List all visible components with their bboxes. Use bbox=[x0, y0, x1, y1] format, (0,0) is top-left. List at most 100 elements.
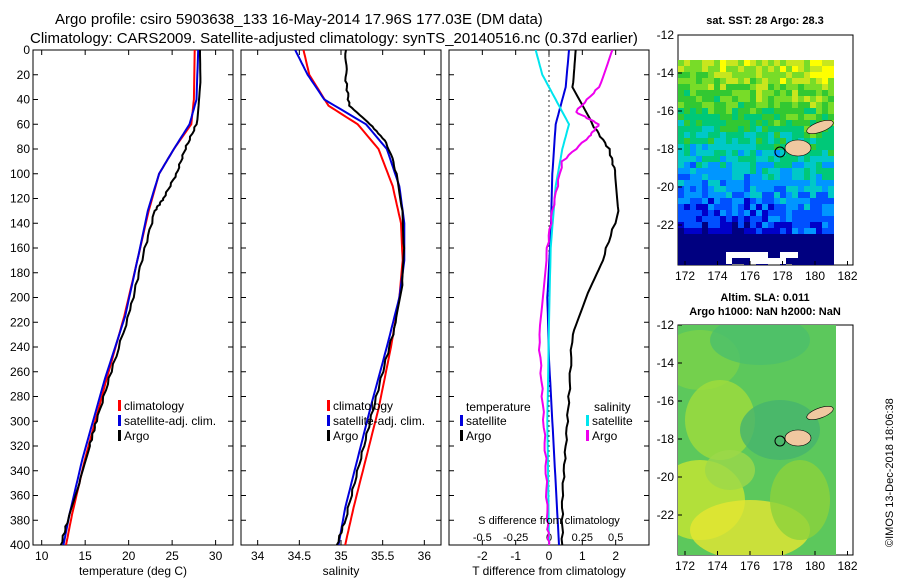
imos-watermark: ©IMOS 13-Dec-2018 18:06:38 bbox=[884, 398, 896, 547]
sst-cell bbox=[774, 192, 780, 198]
sst-cell bbox=[780, 132, 786, 138]
sst-cell bbox=[708, 78, 714, 84]
sst-cell bbox=[756, 222, 762, 228]
x-tick-label: 25 bbox=[165, 549, 179, 563]
sst-cell bbox=[696, 264, 702, 265]
sst-cell bbox=[678, 66, 684, 72]
sst-cell bbox=[702, 72, 708, 78]
sst-cell bbox=[708, 174, 714, 180]
sst-cell bbox=[786, 78, 792, 84]
sst-cell bbox=[756, 210, 762, 216]
sst-cell bbox=[762, 246, 768, 252]
sst-cell bbox=[714, 102, 720, 108]
sst-cell bbox=[690, 102, 696, 108]
sst-cell bbox=[828, 222, 834, 228]
legend-label-satellite: satellite-adj. clim. bbox=[124, 414, 216, 428]
map-x-tick-label: 178 bbox=[772, 269, 792, 283]
sst-cell bbox=[714, 132, 720, 138]
sst-cell bbox=[696, 114, 702, 120]
sst-cell bbox=[792, 210, 798, 216]
sst-cell bbox=[720, 222, 726, 228]
sst-cell bbox=[708, 126, 714, 132]
sst-cell bbox=[732, 114, 738, 120]
sst-cell bbox=[726, 126, 732, 132]
sst-cell bbox=[732, 102, 738, 108]
sst-cell bbox=[792, 156, 798, 162]
sst-cell bbox=[786, 156, 792, 162]
sst-cell bbox=[720, 216, 726, 222]
sst-cell bbox=[750, 138, 756, 144]
sst-cell bbox=[702, 234, 708, 240]
sst-cell bbox=[756, 204, 762, 210]
sst-cell bbox=[768, 180, 774, 186]
sst-cell bbox=[828, 228, 834, 234]
sst-cell bbox=[732, 60, 738, 66]
sst-cell bbox=[762, 198, 768, 204]
sst-cell bbox=[696, 276, 702, 282]
sst-cell bbox=[816, 132, 822, 138]
sst-cell bbox=[774, 252, 780, 258]
difference-series bbox=[534, 50, 620, 545]
sst-cell bbox=[762, 276, 768, 282]
sst-cell bbox=[822, 66, 828, 72]
temperature-series bbox=[59, 50, 202, 545]
sst-cell bbox=[756, 96, 762, 102]
sst-cell bbox=[822, 198, 828, 204]
sst-cell bbox=[720, 168, 726, 174]
sst-cell bbox=[744, 240, 750, 246]
sst-cell bbox=[684, 138, 690, 144]
temperature-legend: climatology satellite-adj. clim. Argo bbox=[118, 399, 216, 443]
sst-cell bbox=[786, 66, 792, 72]
sst-cell bbox=[750, 216, 756, 222]
sst-cell bbox=[684, 156, 690, 162]
sst-cell bbox=[822, 258, 828, 264]
sst-cell bbox=[786, 96, 792, 102]
sst-cell bbox=[726, 240, 732, 246]
sst-cell bbox=[774, 96, 780, 102]
x-tick-label: 36 bbox=[418, 549, 432, 563]
sst-cell bbox=[696, 192, 702, 198]
sst-cell bbox=[684, 90, 690, 96]
sst-cell bbox=[774, 60, 780, 66]
sst-cell bbox=[726, 264, 732, 265]
sst-cell bbox=[720, 150, 726, 156]
sst-cell bbox=[768, 240, 774, 246]
sst-cell bbox=[786, 132, 792, 138]
sst-cell bbox=[774, 108, 780, 114]
sst-cell bbox=[792, 108, 798, 114]
sst-cell bbox=[756, 66, 762, 72]
sst-cell bbox=[810, 210, 816, 216]
sst-cell bbox=[828, 276, 834, 282]
sst-cell bbox=[804, 162, 810, 168]
sst-cell bbox=[828, 210, 834, 216]
sst-cell bbox=[798, 162, 804, 168]
sst-cell bbox=[768, 132, 774, 138]
sst-cell bbox=[708, 144, 714, 150]
sst-cell bbox=[810, 156, 816, 162]
sst-cell bbox=[696, 258, 702, 264]
sst-cell bbox=[714, 126, 720, 132]
sst-cell bbox=[786, 90, 792, 96]
sst-cell bbox=[798, 174, 804, 180]
sst-cell bbox=[702, 264, 708, 265]
sst-cell bbox=[684, 132, 690, 138]
sst-cell bbox=[780, 102, 786, 108]
sst-cell bbox=[762, 210, 768, 216]
sst-cell bbox=[786, 108, 792, 114]
sst-cell bbox=[822, 72, 828, 78]
sst-cell bbox=[726, 204, 732, 210]
sst-cell bbox=[792, 192, 798, 198]
sst-cell bbox=[750, 210, 756, 216]
sst-cell bbox=[732, 168, 738, 174]
sst-cell bbox=[792, 282, 798, 288]
sst-cell bbox=[756, 240, 762, 246]
y-tick-label: 80 bbox=[17, 142, 31, 156]
sst-cell bbox=[780, 96, 786, 102]
sst-cell bbox=[810, 72, 816, 78]
sst-cell bbox=[726, 66, 732, 72]
sst-cell bbox=[798, 240, 804, 246]
sst-cell bbox=[696, 72, 702, 78]
y-tick-label: 60 bbox=[17, 117, 31, 131]
sst-cell bbox=[702, 180, 708, 186]
sst-cell bbox=[804, 66, 810, 72]
